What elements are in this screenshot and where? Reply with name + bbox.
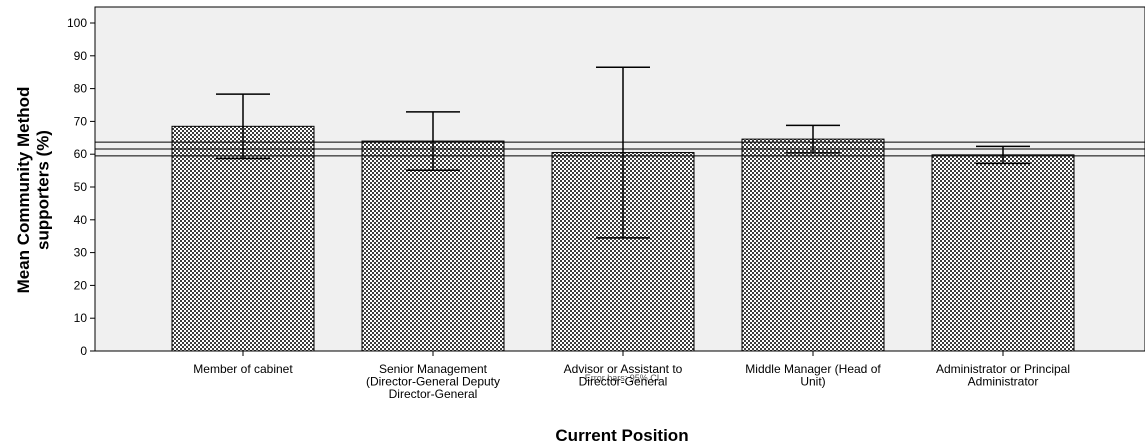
y-tick-label: 30 xyxy=(74,246,88,260)
error-bar xyxy=(596,66,650,239)
y-tick-label: 70 xyxy=(74,114,88,128)
y-tick-label: 20 xyxy=(74,278,88,292)
bar xyxy=(171,125,315,352)
x-tick-label: Senior Management (Director-General Deput… xyxy=(366,362,500,401)
y-tick-label: 100 xyxy=(67,16,87,30)
bar xyxy=(361,140,505,352)
bar xyxy=(741,138,885,352)
y-tick-label: 10 xyxy=(74,311,88,325)
y-tick-label: 40 xyxy=(74,213,88,227)
bar xyxy=(931,154,1075,352)
x-tick-label: Administrator or Principal Administrator xyxy=(936,362,1070,389)
error-bar xyxy=(216,93,270,160)
y-tick-label: 0 xyxy=(80,344,87,358)
x-axis-title: Current Position xyxy=(555,426,688,445)
error-bar xyxy=(786,124,840,154)
y-tick-label: 50 xyxy=(74,180,88,194)
y-axis-title: Mean Community Methodsupporters (%) xyxy=(14,87,53,294)
x-tick-label: Advisor or Assistant to Director-General xyxy=(564,362,683,389)
y-tick-label: 80 xyxy=(74,82,88,96)
error-bar xyxy=(406,111,460,172)
annotation: Error bars: 95% CI xyxy=(585,373,660,383)
y-tick-label: 60 xyxy=(74,147,88,161)
y-tick-label: 90 xyxy=(74,49,88,63)
x-tick-label: Member of cabinet xyxy=(193,362,293,376)
x-tick-label: Middle Manager (Head of Unit) xyxy=(745,362,881,389)
